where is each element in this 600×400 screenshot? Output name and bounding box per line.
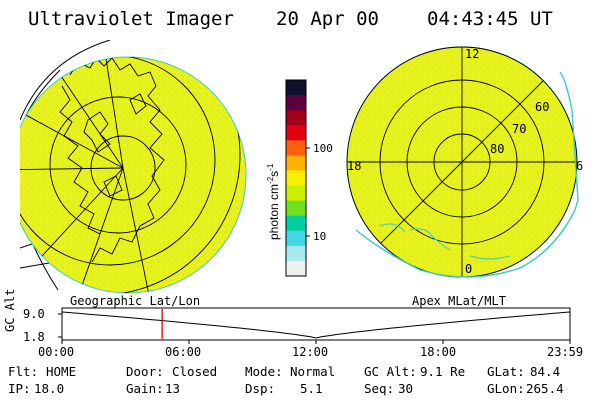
altitude-ytick-min: 1.8 (23, 330, 45, 344)
geo-emission-disk (20, 56, 247, 294)
gain-label: Gain: (126, 381, 164, 396)
colorbar-swatch (286, 245, 306, 262)
mlat-label-80: 80 (490, 142, 504, 156)
seq-value: 30 (398, 381, 414, 396)
intensity-colorbar (285, 79, 310, 277)
apex-image-panel: 12 18 6 0 60 70 80 (346, 46, 583, 278)
apex-panel-label: Apex MLat/MLT (412, 294, 506, 308)
glon-label: GLon: (487, 381, 525, 396)
flight-label: Flt: (8, 364, 39, 379)
colorbar-swatch (286, 185, 306, 202)
image-time: 04:43:45 UT (427, 8, 553, 30)
colorbar-unit-label: photon cm-2s-1 (266, 163, 281, 240)
door-value: Closed (172, 364, 218, 379)
mlt-label-12: 12 (465, 47, 479, 61)
colorbar-tick-100: 100 (313, 142, 333, 155)
nightside-edge (355, 71, 579, 278)
colorbar-frame (285, 79, 307, 277)
dsp-value: 5.1 (300, 381, 323, 396)
xtick-label: 23:59 (547, 345, 584, 359)
geographic-image-panel (20, 40, 247, 294)
gc-alt-value: 9.1 Re (420, 364, 466, 379)
colorbar-tick-10: 10 (313, 230, 326, 243)
xtick-label: 12:00 (292, 345, 329, 359)
gain-value: 13 (165, 381, 181, 396)
colorbar-swatch (286, 140, 306, 156)
colorbar-swatch (286, 215, 306, 232)
mlt-label-6: 6 (576, 159, 583, 173)
instrument-title: Ultraviolet Imager (28, 8, 234, 30)
mlat-label-70: 70 (512, 122, 526, 136)
gc-alt-label: GC Alt: (364, 364, 417, 379)
door-label: Door: (126, 364, 164, 379)
glat-label: GLat: (487, 364, 525, 379)
ip-label: IP: (8, 381, 31, 396)
image-date: 20 Apr 00 (276, 8, 379, 30)
ip-value: 18.0 (34, 381, 65, 396)
altitude-plot (58, 307, 571, 344)
glon-value: 265.4 (526, 381, 564, 396)
colorbar-swatch (286, 95, 306, 111)
colorbar-swatch (286, 110, 306, 126)
flight-value: HOME (46, 364, 77, 379)
mlat-label-60: 60 (535, 100, 549, 114)
colorbar-swatch (286, 155, 306, 171)
colorbar-swatch (286, 80, 306, 96)
mode-label: Mode: (245, 364, 283, 379)
glat-value: 84.4 (530, 364, 561, 379)
xtick-label: 06:00 (165, 345, 202, 359)
dsp-label: Dsp: (245, 381, 276, 396)
colorbar-swatch (286, 170, 306, 187)
mode-value: Normal (290, 364, 336, 379)
mlt-label-0: 0 (465, 262, 472, 276)
xtick-label: 00:00 (38, 345, 75, 359)
colorbar-swatch (286, 260, 306, 277)
xtick-label: 18:00 (420, 345, 457, 359)
mlt-label-18: 18 (347, 159, 361, 173)
geo-panel-label: Geographic Lat/Lon (70, 294, 201, 308)
altitude-curve (61, 311, 571, 339)
colorbar-swatch (286, 125, 306, 141)
altitude-ylabel: GC Alt (3, 288, 17, 332)
colorbar-swatch (286, 230, 306, 247)
seq-label: Seq: (364, 381, 395, 396)
colorbar-swatch (286, 200, 306, 217)
altitude-ytick-max: 9.0 (23, 307, 45, 321)
